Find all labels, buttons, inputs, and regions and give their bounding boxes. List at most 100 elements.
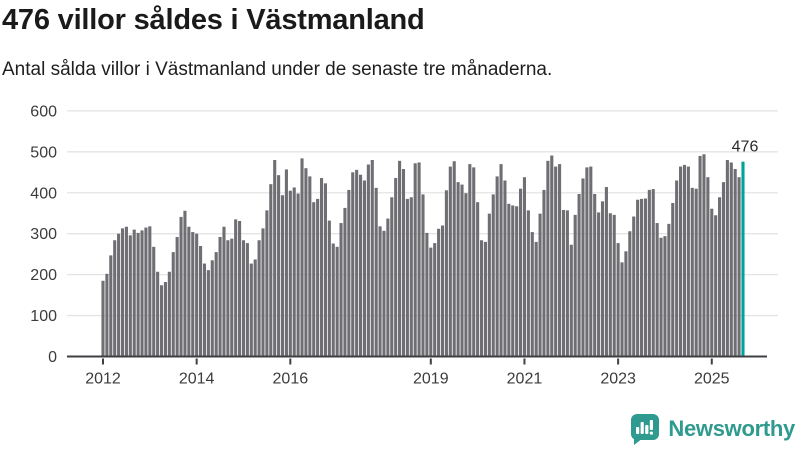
bar (421, 194, 425, 357)
bar (682, 164, 687, 357)
bar (304, 168, 308, 357)
bar (109, 255, 113, 357)
bar (519, 188, 523, 357)
bar (612, 214, 616, 357)
bar (440, 225, 445, 357)
bar (327, 220, 331, 357)
bar (202, 263, 207, 357)
bar (456, 182, 460, 357)
bar (374, 187, 378, 357)
bar (394, 178, 398, 357)
bar (444, 190, 448, 357)
bar (569, 244, 573, 357)
bar (378, 226, 382, 357)
bar (597, 212, 601, 357)
bar (534, 241, 538, 357)
bar (616, 243, 620, 357)
x-tick-label: 2025 (694, 371, 730, 388)
bar (351, 172, 355, 357)
bar (628, 231, 632, 357)
bar (589, 166, 593, 357)
bar (343, 207, 347, 357)
bar (714, 215, 718, 357)
bar (585, 167, 589, 357)
newsworthy-logo[interactable]: Newsworthy (627, 411, 795, 447)
bar (694, 188, 698, 357)
bar (487, 213, 491, 357)
bar (335, 246, 339, 357)
bar (405, 198, 409, 357)
bar (495, 176, 499, 357)
bar (667, 223, 671, 357)
bar (280, 195, 285, 357)
bar (382, 230, 386, 357)
bar (429, 247, 433, 357)
bar (639, 198, 644, 357)
bar (312, 202, 316, 357)
y-tick-label: 600 (30, 103, 57, 120)
bar (503, 180, 507, 357)
bar (558, 164, 562, 357)
bar (132, 229, 136, 357)
bar (163, 282, 167, 357)
bar (171, 252, 175, 357)
bar (417, 162, 421, 357)
bar (218, 236, 222, 357)
bar (577, 193, 581, 357)
bar (124, 226, 128, 357)
sold-houses-bar-chart: 0 100 200 300 400 500 600 2012 2014 2016 2019 2021 2… (30, 103, 778, 388)
y-tick-label: 500 (30, 144, 57, 161)
bar (234, 219, 238, 357)
bar (647, 189, 651, 357)
highlight-value-label: 476 (732, 139, 759, 156)
bar (565, 210, 569, 357)
bar (554, 166, 558, 357)
bar (191, 232, 195, 357)
bar (698, 155, 702, 357)
newsworthy-logo-text: Newsworthy (668, 416, 795, 441)
bar (273, 160, 277, 357)
bar (546, 160, 550, 357)
bar (636, 199, 640, 357)
bar (253, 259, 257, 357)
bar (472, 167, 476, 357)
bar (542, 189, 546, 357)
bar (261, 228, 265, 357)
bar (277, 175, 281, 357)
bar (538, 213, 542, 357)
bar (159, 285, 164, 357)
bar (117, 233, 121, 357)
bar (269, 184, 273, 357)
bar (710, 208, 714, 357)
bar (522, 177, 527, 357)
x-tick-label: 2023 (600, 371, 636, 388)
bar (737, 177, 741, 357)
bar (643, 198, 647, 357)
bar (515, 206, 519, 357)
bar (561, 209, 566, 357)
bar (437, 228, 441, 357)
bar (718, 197, 722, 357)
bar (690, 187, 694, 357)
bar (113, 240, 117, 357)
page-subtitle: Antal sålda villor i Västmanland under d… (2, 59, 553, 80)
bar (222, 226, 226, 357)
bar (331, 243, 335, 357)
bar (296, 193, 300, 357)
bar (136, 232, 140, 357)
bar (725, 160, 729, 357)
bar (144, 227, 148, 357)
bar (398, 160, 402, 357)
bar (671, 203, 675, 357)
bar (265, 210, 269, 357)
bar (288, 190, 292, 357)
bar (362, 180, 367, 357)
bar (624, 251, 628, 357)
y-tick-label: 200 (30, 267, 57, 284)
bar (183, 210, 187, 357)
bar (632, 216, 636, 357)
bar (655, 223, 659, 357)
bar (608, 213, 612, 357)
bar (156, 271, 160, 357)
bar (499, 164, 503, 357)
